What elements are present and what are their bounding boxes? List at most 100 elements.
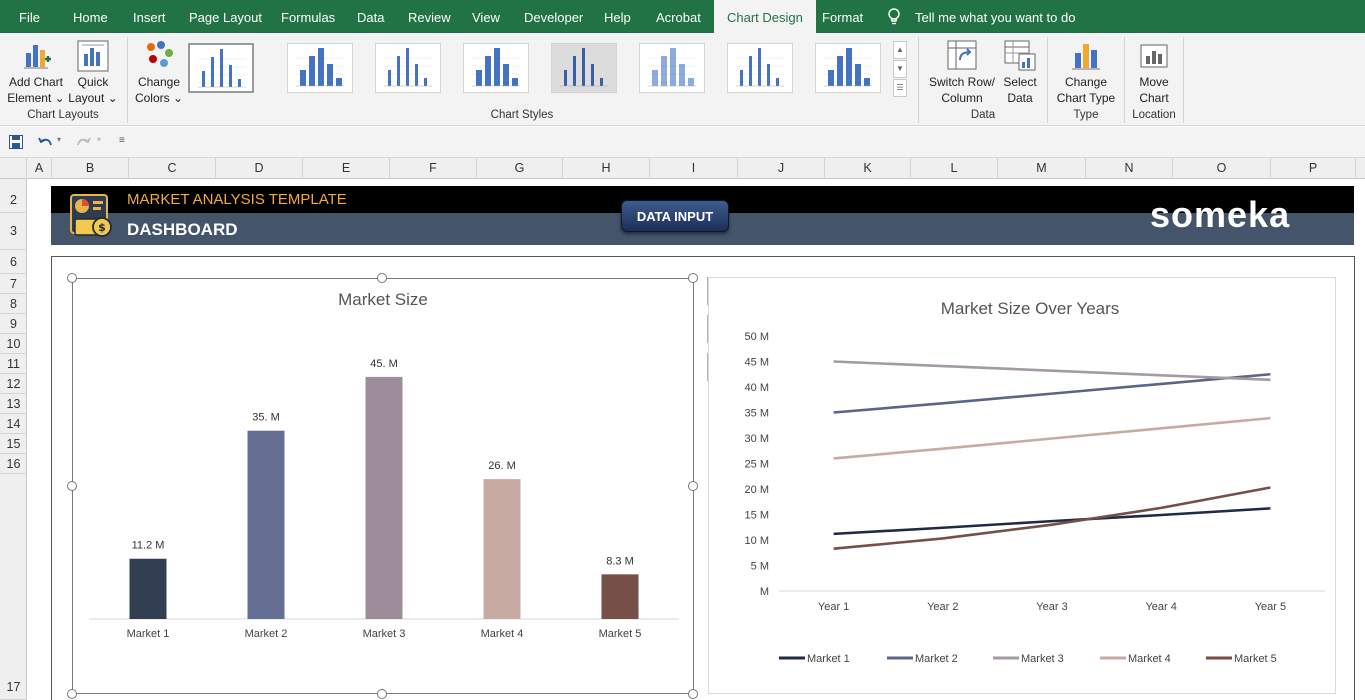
column-header[interactable]: B xyxy=(52,158,129,179)
gallery-more-button[interactable]: ☰ xyxy=(893,79,907,97)
dashboard-subtitle: DASHBOARD xyxy=(127,220,238,239)
bar-2 xyxy=(247,430,285,619)
chart-style-2[interactable] xyxy=(287,43,353,93)
tab-view[interactable]: View xyxy=(472,10,500,25)
change-colors-button[interactable]: Change Colors ⌄ xyxy=(132,37,186,107)
column-header[interactable]: F xyxy=(390,158,477,179)
row-header[interactable]: 3 xyxy=(0,213,27,250)
tab-data[interactable]: Data xyxy=(357,10,385,25)
someka-brand-text: someka xyxy=(1150,194,1291,235)
resize-handle-bottom-left[interactable] xyxy=(67,689,77,699)
resize-handle-top-right[interactable] xyxy=(688,273,698,283)
add-chart-element-label-2: Element ⌄ xyxy=(7,91,65,105)
column-header[interactable]: M xyxy=(998,158,1086,179)
column-header[interactable]: J xyxy=(738,158,825,179)
column-header[interactable]: D xyxy=(216,158,303,179)
chart-style-3[interactable] xyxy=(375,43,441,93)
chart-style-4[interactable] xyxy=(463,43,529,93)
tab-format[interactable]: Format xyxy=(822,10,864,25)
tab-developer[interactable]: Developer xyxy=(524,10,584,25)
tab-file[interactable]: File xyxy=(19,10,40,25)
row-header[interactable]: 17 xyxy=(0,474,27,700)
chart-style-6[interactable] xyxy=(639,43,705,93)
column-header[interactable]: E xyxy=(303,158,390,179)
bar-chart-container[interactable]: Market Size 11.2 M Market 1 35. M Market 2 4… xyxy=(72,278,694,694)
bar-category-label: Market 4 xyxy=(481,628,524,640)
select-all-corner[interactable] xyxy=(0,158,27,179)
tab-acrobat[interactable]: Acrobat xyxy=(656,10,701,25)
gallery-scroll-down[interactable]: ▼ xyxy=(893,60,907,78)
gallery-scroll-up[interactable]: ▲ xyxy=(893,41,907,59)
tab-home[interactable]: Home xyxy=(73,10,108,25)
group-label-data: Data xyxy=(970,109,996,121)
chart-style-7[interactable] xyxy=(727,43,793,93)
select-data-button[interactable]: Select Data xyxy=(1000,37,1040,107)
ribbon-separator xyxy=(1124,37,1125,123)
row-header[interactable]: 9 xyxy=(0,314,27,334)
column-header[interactable]: P xyxy=(1271,158,1356,179)
column-header[interactable]: K xyxy=(825,158,911,179)
switch-row-column-button[interactable]: Switch Row/ Column xyxy=(924,37,1000,107)
y-tick-label: 25 M xyxy=(745,459,769,471)
x-tick-label: Year 3 xyxy=(1036,601,1067,613)
redo-icon[interactable] xyxy=(76,135,92,152)
switch-row-column-icon xyxy=(947,40,977,73)
row-header[interactable]: 7 xyxy=(0,274,27,294)
y-tick-label: 20 M xyxy=(745,484,769,496)
row-header[interactable]: 8 xyxy=(0,294,27,314)
redo-dropdown-icon[interactable]: ▾ xyxy=(97,135,102,144)
chart-style-1[interactable] xyxy=(188,43,254,93)
change-chart-type-icon xyxy=(1072,41,1100,74)
column-header[interactable]: L xyxy=(911,158,998,179)
row-header[interactable]: 14 xyxy=(0,414,27,434)
move-chart-icon xyxy=(1140,41,1168,72)
column-header[interactable]: O xyxy=(1173,158,1271,179)
row-header[interactable]: 12 xyxy=(0,374,27,394)
row-header[interactable]: 10 xyxy=(0,334,27,354)
tab-review[interactable]: Review xyxy=(408,10,451,25)
line-chart-container[interactable]: Market Size Over Years M 5 M 10 M 15 M 20 M 2… xyxy=(708,277,1336,694)
quick-layout-icon xyxy=(77,40,109,75)
row-header[interactable]: 16 xyxy=(0,454,27,474)
column-header[interactable]: G xyxy=(477,158,563,179)
row-header[interactable]: 2 xyxy=(0,187,27,213)
x-tick-label: Year 5 xyxy=(1255,601,1286,613)
quick-layout-label-2-text: Layout xyxy=(68,91,105,105)
column-header[interactable]: H xyxy=(563,158,650,179)
chart-style-5[interactable] xyxy=(551,43,617,93)
tab-chart-design[interactable]: Chart Design xyxy=(714,0,816,33)
chart-style-8[interactable] xyxy=(815,43,881,93)
data-input-button[interactable]: DATA INPUT xyxy=(621,200,729,232)
tab-insert[interactable]: Insert xyxy=(133,10,166,25)
bar-data-label: 26. M xyxy=(488,460,516,472)
row-header[interactable]: 11 xyxy=(0,354,27,374)
undo-dropdown-icon[interactable]: ▾ xyxy=(57,135,62,144)
tab-page-layout[interactable]: Page Layout xyxy=(189,10,263,25)
resize-handle-bottom-right[interactable] xyxy=(688,689,698,699)
column-header[interactable]: A xyxy=(27,158,52,179)
row-header[interactable]: 6 xyxy=(0,250,27,274)
column-header[interactable]: I xyxy=(650,158,738,179)
legend-label: Market 4 xyxy=(1128,653,1171,665)
bar-chart-title: Market Size xyxy=(338,290,428,309)
add-chart-element-button[interactable]: Add Chart Element ⌄ xyxy=(4,37,68,107)
tab-formulas[interactable]: Formulas xyxy=(281,10,336,25)
change-chart-type-button[interactable]: Change Chart Type xyxy=(1052,37,1120,107)
resize-handle-top-left[interactable] xyxy=(67,273,77,283)
resize-handle-top[interactable] xyxy=(377,273,387,283)
resize-handle-right[interactable] xyxy=(688,481,698,491)
tab-help[interactable]: Help xyxy=(604,10,631,25)
column-header[interactable]: C xyxy=(129,158,216,179)
save-icon[interactable] xyxy=(9,135,23,152)
undo-icon[interactable] xyxy=(37,135,53,152)
row-header[interactable]: 13 xyxy=(0,394,27,414)
column-header[interactable]: N xyxy=(1086,158,1173,179)
move-chart-button[interactable]: Move Chart xyxy=(1128,37,1180,107)
resize-handle-left[interactable] xyxy=(67,481,77,491)
customize-toolbar-icon[interactable]: ≡ xyxy=(119,135,125,146)
row-header[interactable]: 15 xyxy=(0,434,27,454)
resize-handle-bottom[interactable] xyxy=(377,689,387,699)
tell-me-search[interactable]: Tell me what you want to do xyxy=(915,10,1076,25)
quick-layout-button[interactable]: Quick Layout ⌄ xyxy=(68,37,118,107)
add-chart-element-label-2-text: Element xyxy=(7,91,52,105)
